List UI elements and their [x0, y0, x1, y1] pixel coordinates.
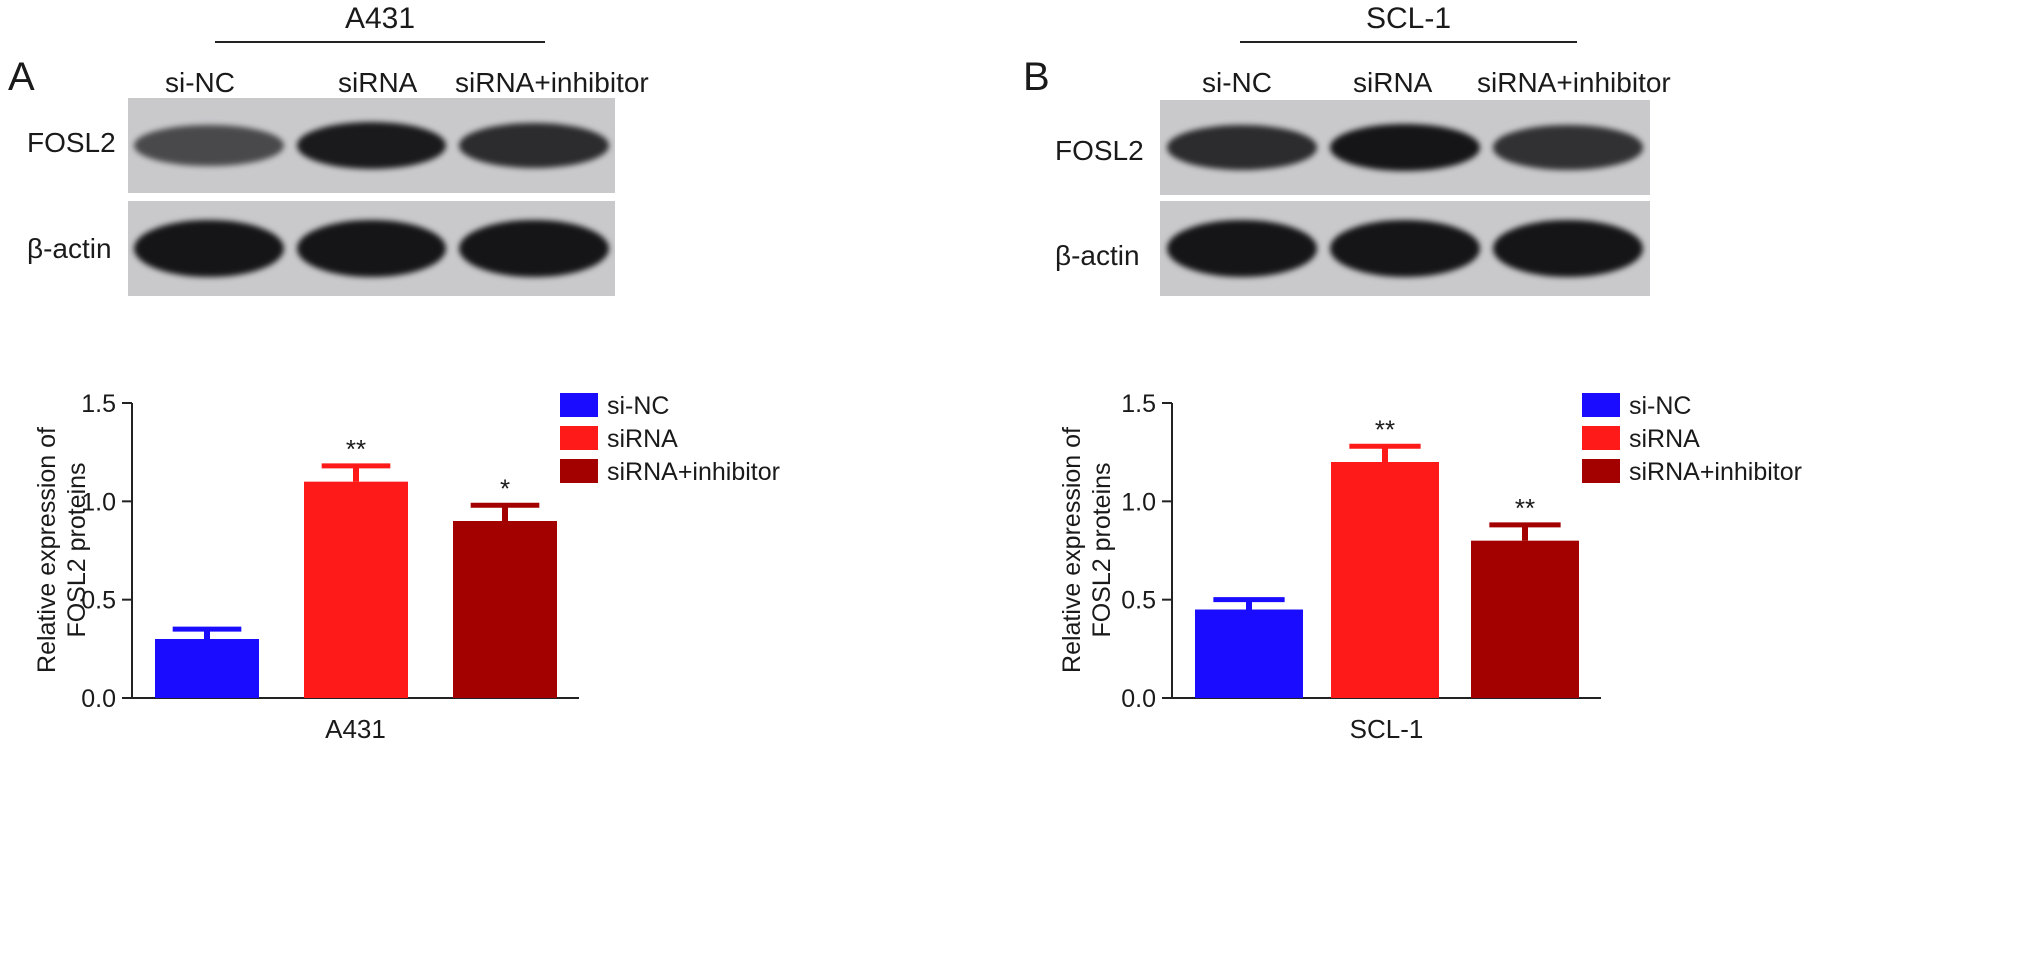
blot-strip-fosl2: [128, 98, 615, 193]
y-axis-title: Relative expression ofFOSL2 proteins: [33, 427, 91, 673]
blot-band-si-nc: [1166, 220, 1317, 277]
y-tick-label: 0.5: [81, 587, 116, 615]
bar-sirna-inhibitor: [1471, 540, 1579, 698]
y-tick-label: 0.5: [1121, 587, 1156, 615]
legend-swatch: [1582, 426, 1620, 450]
blot-row-label-fosl2: FOSL2: [1055, 135, 1144, 166]
x-axis-label: A431: [325, 714, 386, 744]
figure-panel-a: A A431 si-NC siRNA siRNA+inhibitor FOSL2…: [0, 0, 1015, 969]
blot-strip-fosl2: [1160, 100, 1650, 195]
y-tick-label: 0.0: [81, 685, 116, 713]
cell-line-underline: [1240, 41, 1577, 43]
x-axis-label: SCL-1: [1350, 714, 1424, 744]
significance-marker: **: [1515, 493, 1535, 523]
bar-sirna: [1331, 462, 1439, 698]
legend-label: siRNA: [607, 425, 678, 453]
legend-label: si-NC: [607, 392, 670, 420]
cell-line-header: A431: [344, 2, 416, 35]
blot-strip-beta-actin: [1160, 201, 1650, 296]
blot-strip-beta-actin: [128, 201, 615, 296]
blot-band-sirna-inhibitor: [1493, 125, 1644, 170]
y-tick-label: 1.5: [1121, 390, 1156, 418]
lane-label-si-nc: si-NC: [165, 67, 235, 98]
legend-label: si-NC: [1629, 392, 1692, 420]
blot-band-sirna-inhibitor: [459, 123, 609, 168]
blot-band-sirna: [296, 122, 447, 169]
blot-band-sirna-inhibitor: [1493, 220, 1644, 277]
bar-sirna-inhibitor: [453, 521, 557, 698]
y-tick-label: 0.0: [1121, 685, 1156, 713]
y-tick-label: 1.0: [1121, 488, 1156, 516]
legend-swatch: [1582, 459, 1620, 483]
blot-band-si-nc: [134, 124, 284, 167]
legend-label: siRNA+inhibitor: [607, 458, 780, 486]
significance-marker: **: [1375, 414, 1395, 444]
legend-swatch: [1582, 393, 1620, 417]
blot-row-label-fosl2: FOSL2: [27, 127, 116, 158]
y-tick-label: 1.0: [81, 488, 116, 516]
blot-band-si-nc: [134, 220, 284, 277]
y-tick-label: 1.5: [81, 390, 116, 418]
bar-si-nc: [1195, 609, 1303, 698]
blot-band-sirna-inhibitor: [459, 220, 609, 277]
legend-swatch: [560, 393, 598, 417]
legend-label: siRNA: [1629, 425, 1700, 453]
figure-panel-b: B SCL-1 si-NC siRNA siRNA+inhibitor FOSL…: [1015, 0, 2031, 969]
blot-band-sirna: [1329, 123, 1481, 172]
cell-line-header: SCL-1: [1365, 2, 1452, 35]
y-axis-title: Relative expression ofFOSL2 proteins: [1058, 427, 1116, 673]
lane-label-si-nc: si-NC: [1202, 67, 1272, 98]
lane-label-sirna: siRNA: [338, 67, 418, 98]
cell-line-underline: [215, 41, 545, 43]
bar-sirna: [304, 481, 408, 698]
lane-label-sirna-inhibitor: siRNA+inhibitor: [455, 67, 649, 98]
legend-label: siRNA+inhibitor: [1629, 458, 1802, 486]
blot-row-label-beta-actin: β-actin: [27, 233, 112, 264]
bar-si-nc: [155, 639, 259, 698]
significance-marker: *: [500, 473, 510, 503]
blot-band-sirna: [296, 220, 447, 277]
blot-band-si-nc: [1166, 125, 1317, 170]
blot-row-label-beta-actin: β-actin: [1055, 240, 1140, 271]
blot-band-sirna: [1329, 220, 1481, 277]
significance-marker: **: [346, 434, 366, 464]
legend-swatch: [560, 459, 598, 483]
lane-label-sirna: siRNA: [1353, 67, 1433, 98]
lane-label-sirna-inhibitor: siRNA+inhibitor: [1477, 67, 1671, 98]
panel-label: A: [8, 55, 35, 99]
panel-label: B: [1023, 55, 1050, 99]
bar-chart-a431: 0.0 0.5 1.0 1.5 Relative expression ofFOSL2 …: [33, 390, 780, 744]
legend-swatch: [560, 426, 598, 450]
